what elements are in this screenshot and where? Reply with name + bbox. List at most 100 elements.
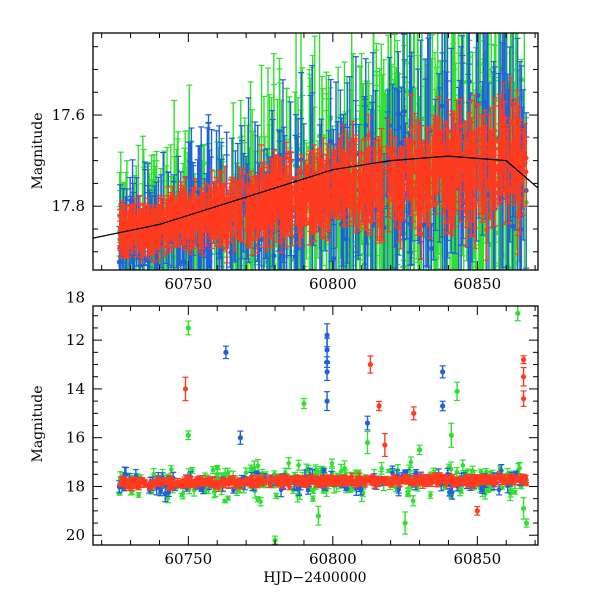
data-point-red: [126, 477, 133, 487]
data-point-red: [236, 195, 243, 238]
data-point-red: [191, 205, 198, 231]
data-point-red: [304, 475, 311, 484]
data-point-red: [134, 477, 141, 486]
data-point-red: [371, 477, 378, 484]
data-point-red: [293, 478, 300, 484]
top-plot-frame: [92, 32, 539, 271]
data-point-red: [245, 189, 252, 249]
trend-line: [93, 155, 538, 239]
data-point-red: [430, 124, 437, 206]
outlier-point: [237, 430, 244, 445]
data-point-red: [478, 476, 485, 484]
data-point-red: [376, 165, 383, 191]
data-point-red: [463, 120, 470, 173]
data-point-blue: [198, 487, 205, 493]
data-point-red: [130, 476, 137, 483]
data-point-green: [458, 487, 465, 494]
data-point-red: [165, 204, 172, 247]
data-point-red: [278, 179, 285, 230]
data-point-red: [135, 483, 142, 491]
plot-frame-rect: [92, 32, 539, 271]
data-point-green: [405, 487, 412, 496]
data-point-red: [337, 476, 344, 486]
data-point-red: [417, 178, 424, 233]
data-point-red: [153, 478, 160, 487]
data-point-red: [243, 477, 250, 484]
data-point-red: [322, 167, 329, 238]
data-point-red: [413, 119, 420, 184]
data-point-red: [301, 172, 308, 227]
data-point-green: [295, 459, 302, 471]
data-point-green: [309, 495, 316, 502]
outlier-point: [364, 430, 371, 455]
data-point-green: [285, 457, 292, 470]
outlier-point: [367, 355, 374, 374]
data-point-red: [393, 170, 400, 221]
data-point-red: [408, 94, 415, 168]
y-tick-label: 12: [66, 331, 85, 349]
data-point-red: [195, 476, 202, 485]
data-point-red: [488, 132, 495, 201]
data-point-red: [368, 168, 375, 220]
data-point-red: [170, 198, 177, 248]
data-point-red: [262, 477, 269, 485]
outlier-point: [410, 406, 417, 421]
outlier-point: [402, 511, 409, 535]
data-point-red: [481, 109, 488, 179]
data-point-red: [411, 112, 418, 174]
data-point-red: [166, 479, 173, 486]
data-point-red: [364, 175, 371, 223]
data-point-red: [335, 172, 342, 197]
data-point-red: [484, 476, 491, 481]
data-point-red: [445, 99, 452, 164]
data-point-red: [358, 139, 365, 168]
data-point-red: [401, 138, 408, 199]
outlier-point: [439, 365, 446, 379]
top-plot-data: [93, 33, 538, 270]
data-point-red: [184, 204, 191, 249]
data-point-red: [141, 482, 148, 488]
data-point-red: [382, 475, 389, 485]
x-tick-label: 60800: [309, 550, 357, 568]
outlier-point: [523, 518, 530, 528]
data-point-red: [453, 142, 460, 185]
data-point-red: [217, 208, 224, 246]
data-point-red: [270, 477, 277, 483]
data-point-red: [125, 215, 132, 258]
outlier-point: [520, 355, 527, 365]
data-point-green: [135, 491, 142, 498]
y-tick-label: 16: [66, 429, 85, 447]
data-point-red: [474, 476, 481, 485]
data-point-red: [160, 212, 167, 247]
data-point-red: [472, 176, 479, 229]
y-tick-label: 17.6: [52, 106, 85, 124]
data-point-red: [294, 474, 301, 479]
top-y-axis-label: Magnitude: [30, 112, 46, 189]
data-point-red: [463, 474, 470, 484]
y-tick-label: 20: [66, 526, 85, 544]
data-point-red: [278, 473, 285, 483]
data-point-red: [464, 149, 471, 222]
data-point-red: [510, 102, 517, 195]
data-point-red: [251, 177, 258, 228]
outlier-point: [474, 505, 481, 516]
data-point-red: [363, 477, 370, 484]
bottom-panel: 60750 60800 60850 12 14 16 18 20 Magnitude HJD−…: [30, 305, 539, 586]
bottom-y-axis-label: Magnitude: [30, 385, 46, 462]
outlier-point: [300, 397, 307, 410]
data-point-red: [284, 481, 291, 486]
data-point-red: [259, 200, 266, 224]
data-point-red: [324, 479, 331, 484]
top-panel: 60750 60800 60850 17.6 17.8 18 Magnitude: [30, 32, 539, 306]
data-point-red: [435, 477, 442, 484]
data-point-red: [494, 164, 501, 207]
data-point-red: [202, 194, 209, 233]
outlier-point: [182, 376, 189, 402]
data-point-red: [389, 147, 396, 202]
plot-frame-rect: [92, 305, 539, 546]
data-point-red: [222, 215, 229, 250]
data-point-red: [349, 478, 356, 484]
data-point-red: [491, 105, 498, 156]
outlier-point: [324, 362, 331, 382]
